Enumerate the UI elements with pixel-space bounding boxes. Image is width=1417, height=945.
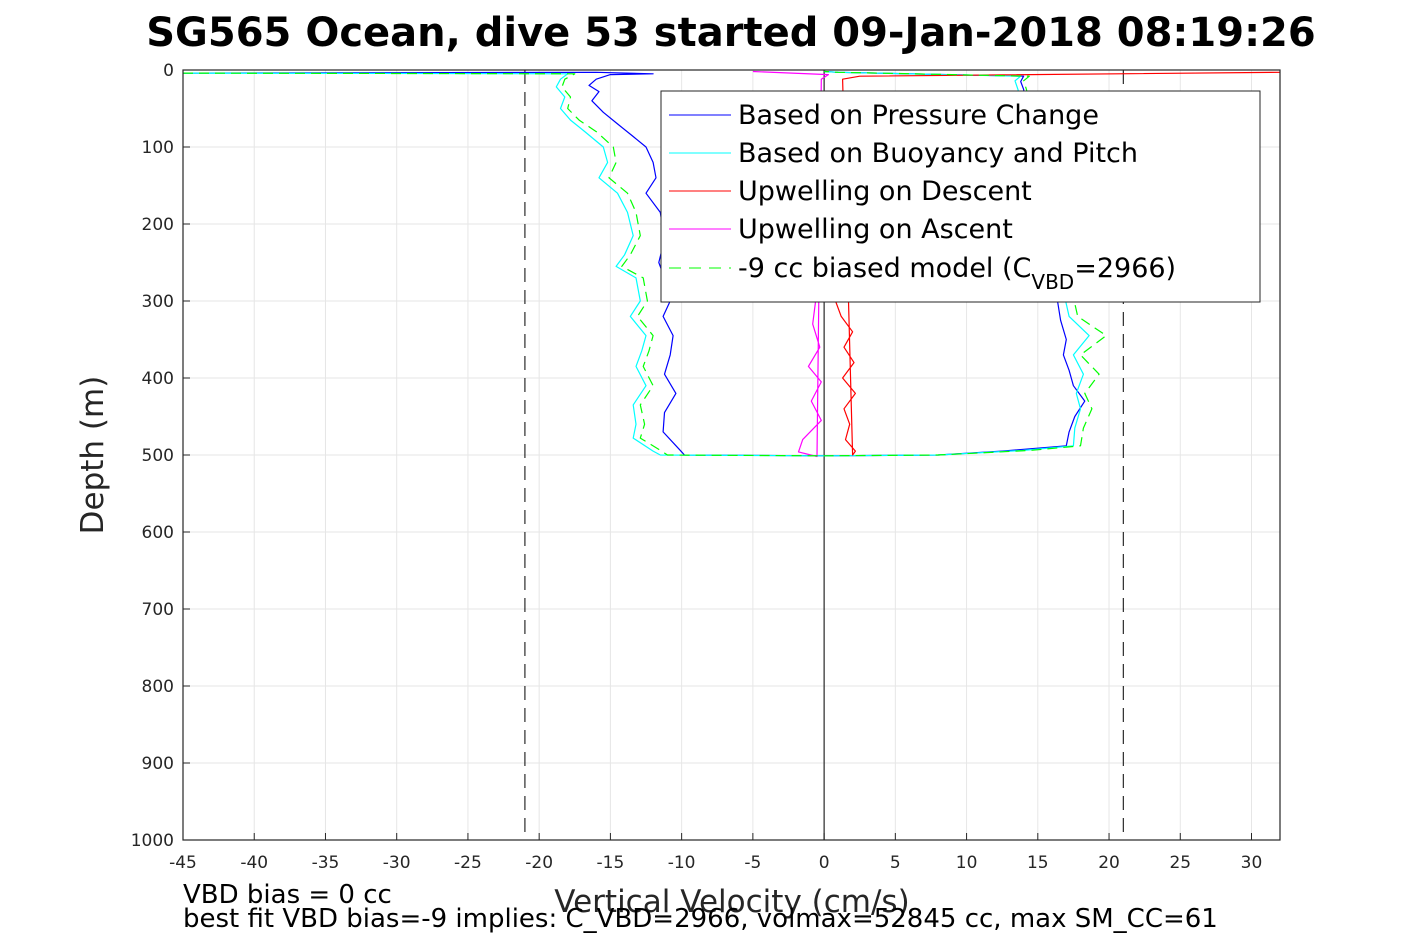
x-tick-label: 5 bbox=[890, 853, 901, 873]
x-tick-label: 10 bbox=[956, 853, 978, 873]
series-line-0 bbox=[183, 70, 1086, 457]
legend-model-subscript: VBD bbox=[1031, 270, 1074, 294]
y-tick-label: 500 bbox=[142, 446, 174, 466]
y-tick-label: 700 bbox=[142, 600, 174, 620]
y-tick-label: 1000 bbox=[131, 831, 174, 851]
x-tick-label: -20 bbox=[525, 853, 553, 873]
x-tick-label: 30 bbox=[1241, 853, 1263, 873]
y-tick-label: 0 bbox=[163, 61, 174, 81]
series-line-4 bbox=[183, 70, 1107, 457]
y-axis-label: Depth (m) bbox=[75, 376, 111, 535]
legend-item-1: Based on Buoyancy and Pitch bbox=[669, 138, 1138, 169]
y-tick-labels: 0 100 200 300 400 500 600 700 800 900 1000 bbox=[131, 61, 174, 851]
legend-label-model: -9 cc biased model (CVBD=2966) bbox=[738, 253, 1176, 294]
footer-vbd-bias: VBD bias = 0 cc bbox=[183, 880, 392, 910]
legend-label-1: Based on Buoyancy and Pitch bbox=[738, 138, 1138, 169]
axes-box bbox=[182, 69, 1281, 841]
legend-model-suffix: =2966) bbox=[1074, 253, 1176, 284]
footer-best-fit: best fit VBD bias=-9 implies: C_VBD=2966… bbox=[183, 904, 1218, 934]
chart-title: SG565 Ocean, dive 53 started 09-Jan-2018… bbox=[146, 10, 1315, 56]
legend-label-2: Upwelling on Descent bbox=[738, 176, 1032, 207]
x-tick-label: -45 bbox=[169, 853, 197, 873]
x-tick-label: -40 bbox=[240, 853, 268, 873]
y-tick-label: 300 bbox=[142, 292, 174, 312]
x-axis-label: Vertical Velocity (cm/s) bbox=[554, 884, 909, 920]
legend-item-3: Upwelling on Ascent bbox=[669, 214, 1013, 245]
x-tick-label: 0 bbox=[819, 853, 830, 873]
x-tick-label: -15 bbox=[597, 853, 625, 873]
y-tick-label: 900 bbox=[142, 754, 174, 774]
legend: Based on Pressure Change Based on Buoyanc… bbox=[660, 90, 1261, 303]
x-tick-label: -30 bbox=[383, 853, 411, 873]
x-tick-label: 20 bbox=[1098, 853, 1120, 873]
x-tick-label: -5 bbox=[744, 853, 761, 873]
x-tick-label: -35 bbox=[312, 853, 340, 873]
series-line-1 bbox=[183, 70, 1090, 457]
legend-box bbox=[660, 90, 1261, 303]
legend-item-2: Upwelling on Descent bbox=[669, 176, 1032, 207]
x-tick-label: 15 bbox=[1027, 853, 1049, 873]
series-line-3 bbox=[752, 70, 829, 458]
legend-label-0: Based on Pressure Change bbox=[738, 100, 1099, 131]
y-tick-label: 200 bbox=[142, 215, 174, 235]
legend-model-prefix: -9 cc biased model (C bbox=[738, 253, 1031, 284]
x-tick-label: 25 bbox=[1169, 853, 1191, 873]
legend-item-model: -9 cc biased model (CVBD=2966) bbox=[669, 253, 1176, 294]
legend-item-0: Based on Pressure Change bbox=[669, 100, 1099, 131]
y-tick-label: 400 bbox=[142, 369, 174, 389]
x-tick-label: -25 bbox=[454, 853, 482, 873]
y-tick-label: 100 bbox=[142, 138, 174, 158]
legend-label-3: Upwelling on Ascent bbox=[738, 214, 1013, 245]
x-tick-label: -10 bbox=[668, 853, 696, 873]
y-tick-label: 800 bbox=[142, 677, 174, 697]
x-tick-labels: -45 -40 -35 -30 -25 -20 -15 -10 -5 0 5 10 15 20 25 30 bbox=[169, 853, 1262, 873]
y-tick-label: 600 bbox=[142, 523, 174, 543]
